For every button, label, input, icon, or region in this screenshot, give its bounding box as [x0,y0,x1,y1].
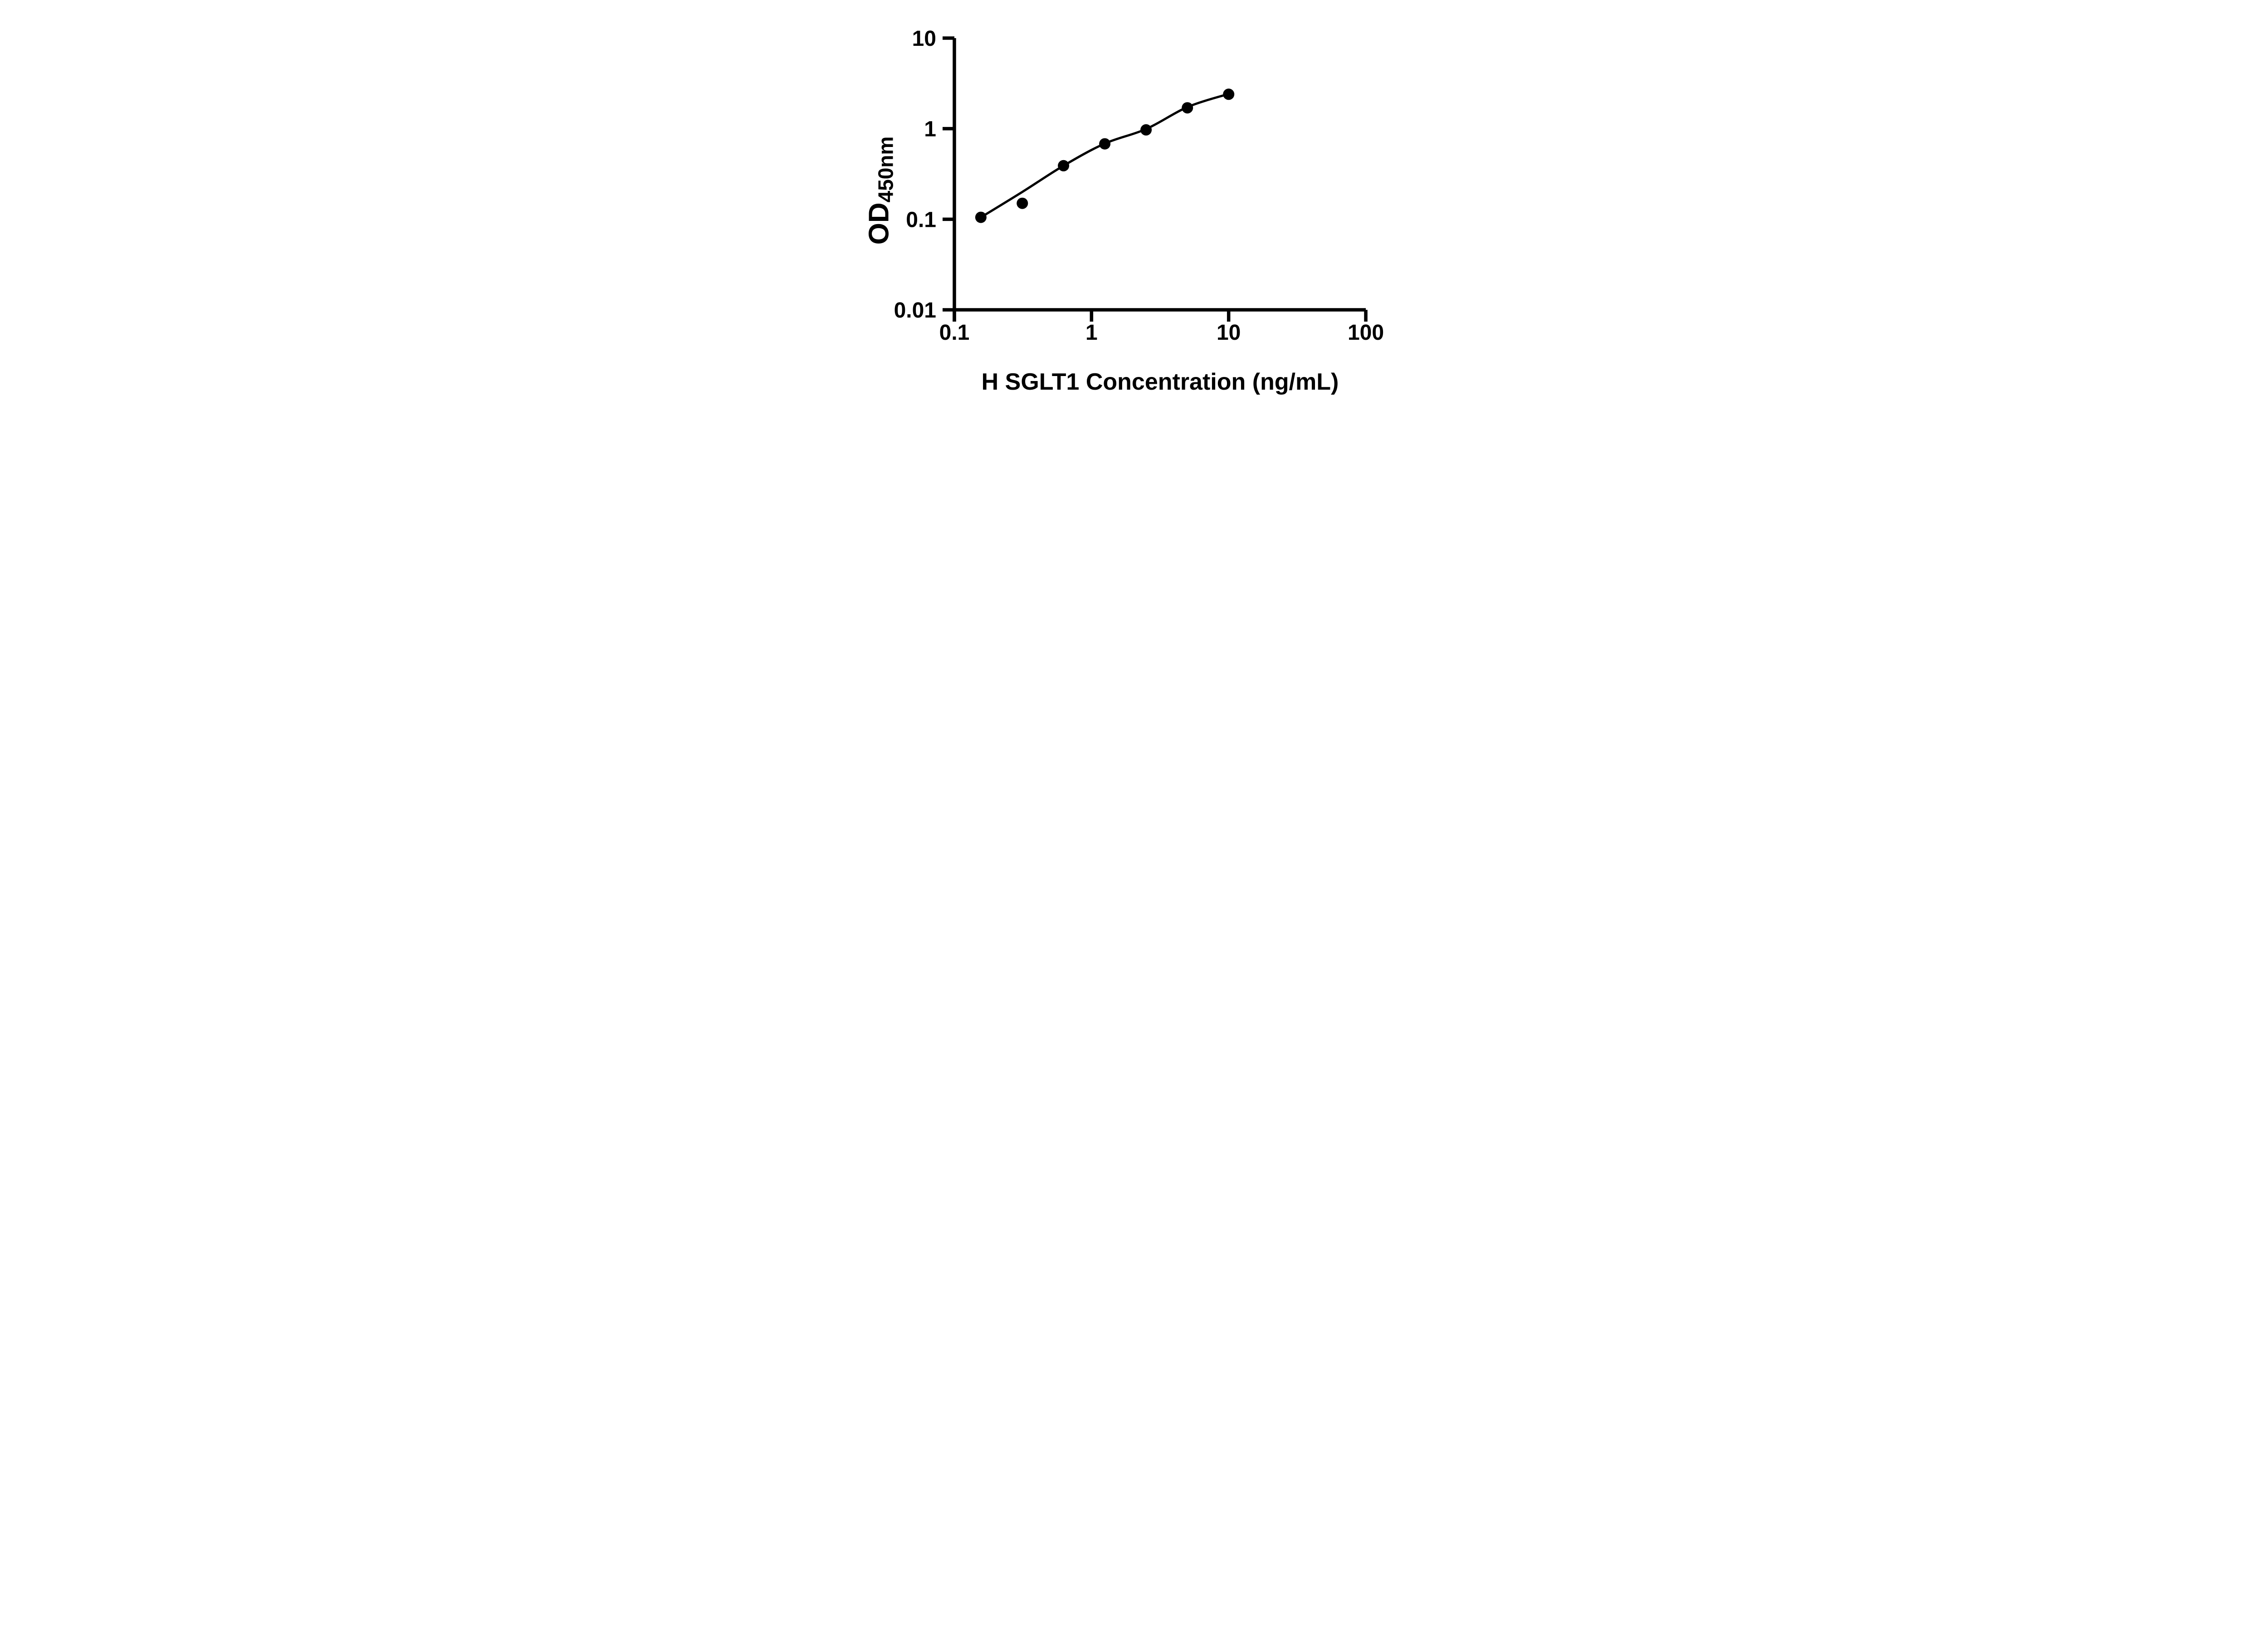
y-axis-title-main: OD [863,202,895,245]
x-tick-label: 10 [1217,321,1241,345]
elisa-standard-curve-figure: 10 1 0.1 0.01 0.1 1 10 100 H SGLT1 Concentratio… [842,0,1426,408]
data-point [1182,102,1193,114]
y-axis-title-subscript: 450nm [874,136,898,203]
data-point [1223,88,1235,100]
data-point [1099,138,1111,150]
data-point [975,211,987,223]
y-tick-label: 0.1 [906,208,936,232]
x-tick-label: 100 [1348,321,1384,345]
data-point [1058,160,1070,171]
y-axis-title: OD450nm [863,137,898,245]
data-point [1017,197,1028,209]
x-tick-label: 1 [1085,321,1098,345]
x-tick-label: 0.1 [939,321,970,345]
x-axis-title: H SGLT1 Concentration (ng/mL) [981,369,1339,395]
y-tick-label: 1 [924,117,936,142]
y-tick-label: 10 [912,27,936,51]
data-point [1140,124,1152,136]
y-tick-label: 0.01 [894,298,936,323]
fit-curve [980,93,1229,219]
